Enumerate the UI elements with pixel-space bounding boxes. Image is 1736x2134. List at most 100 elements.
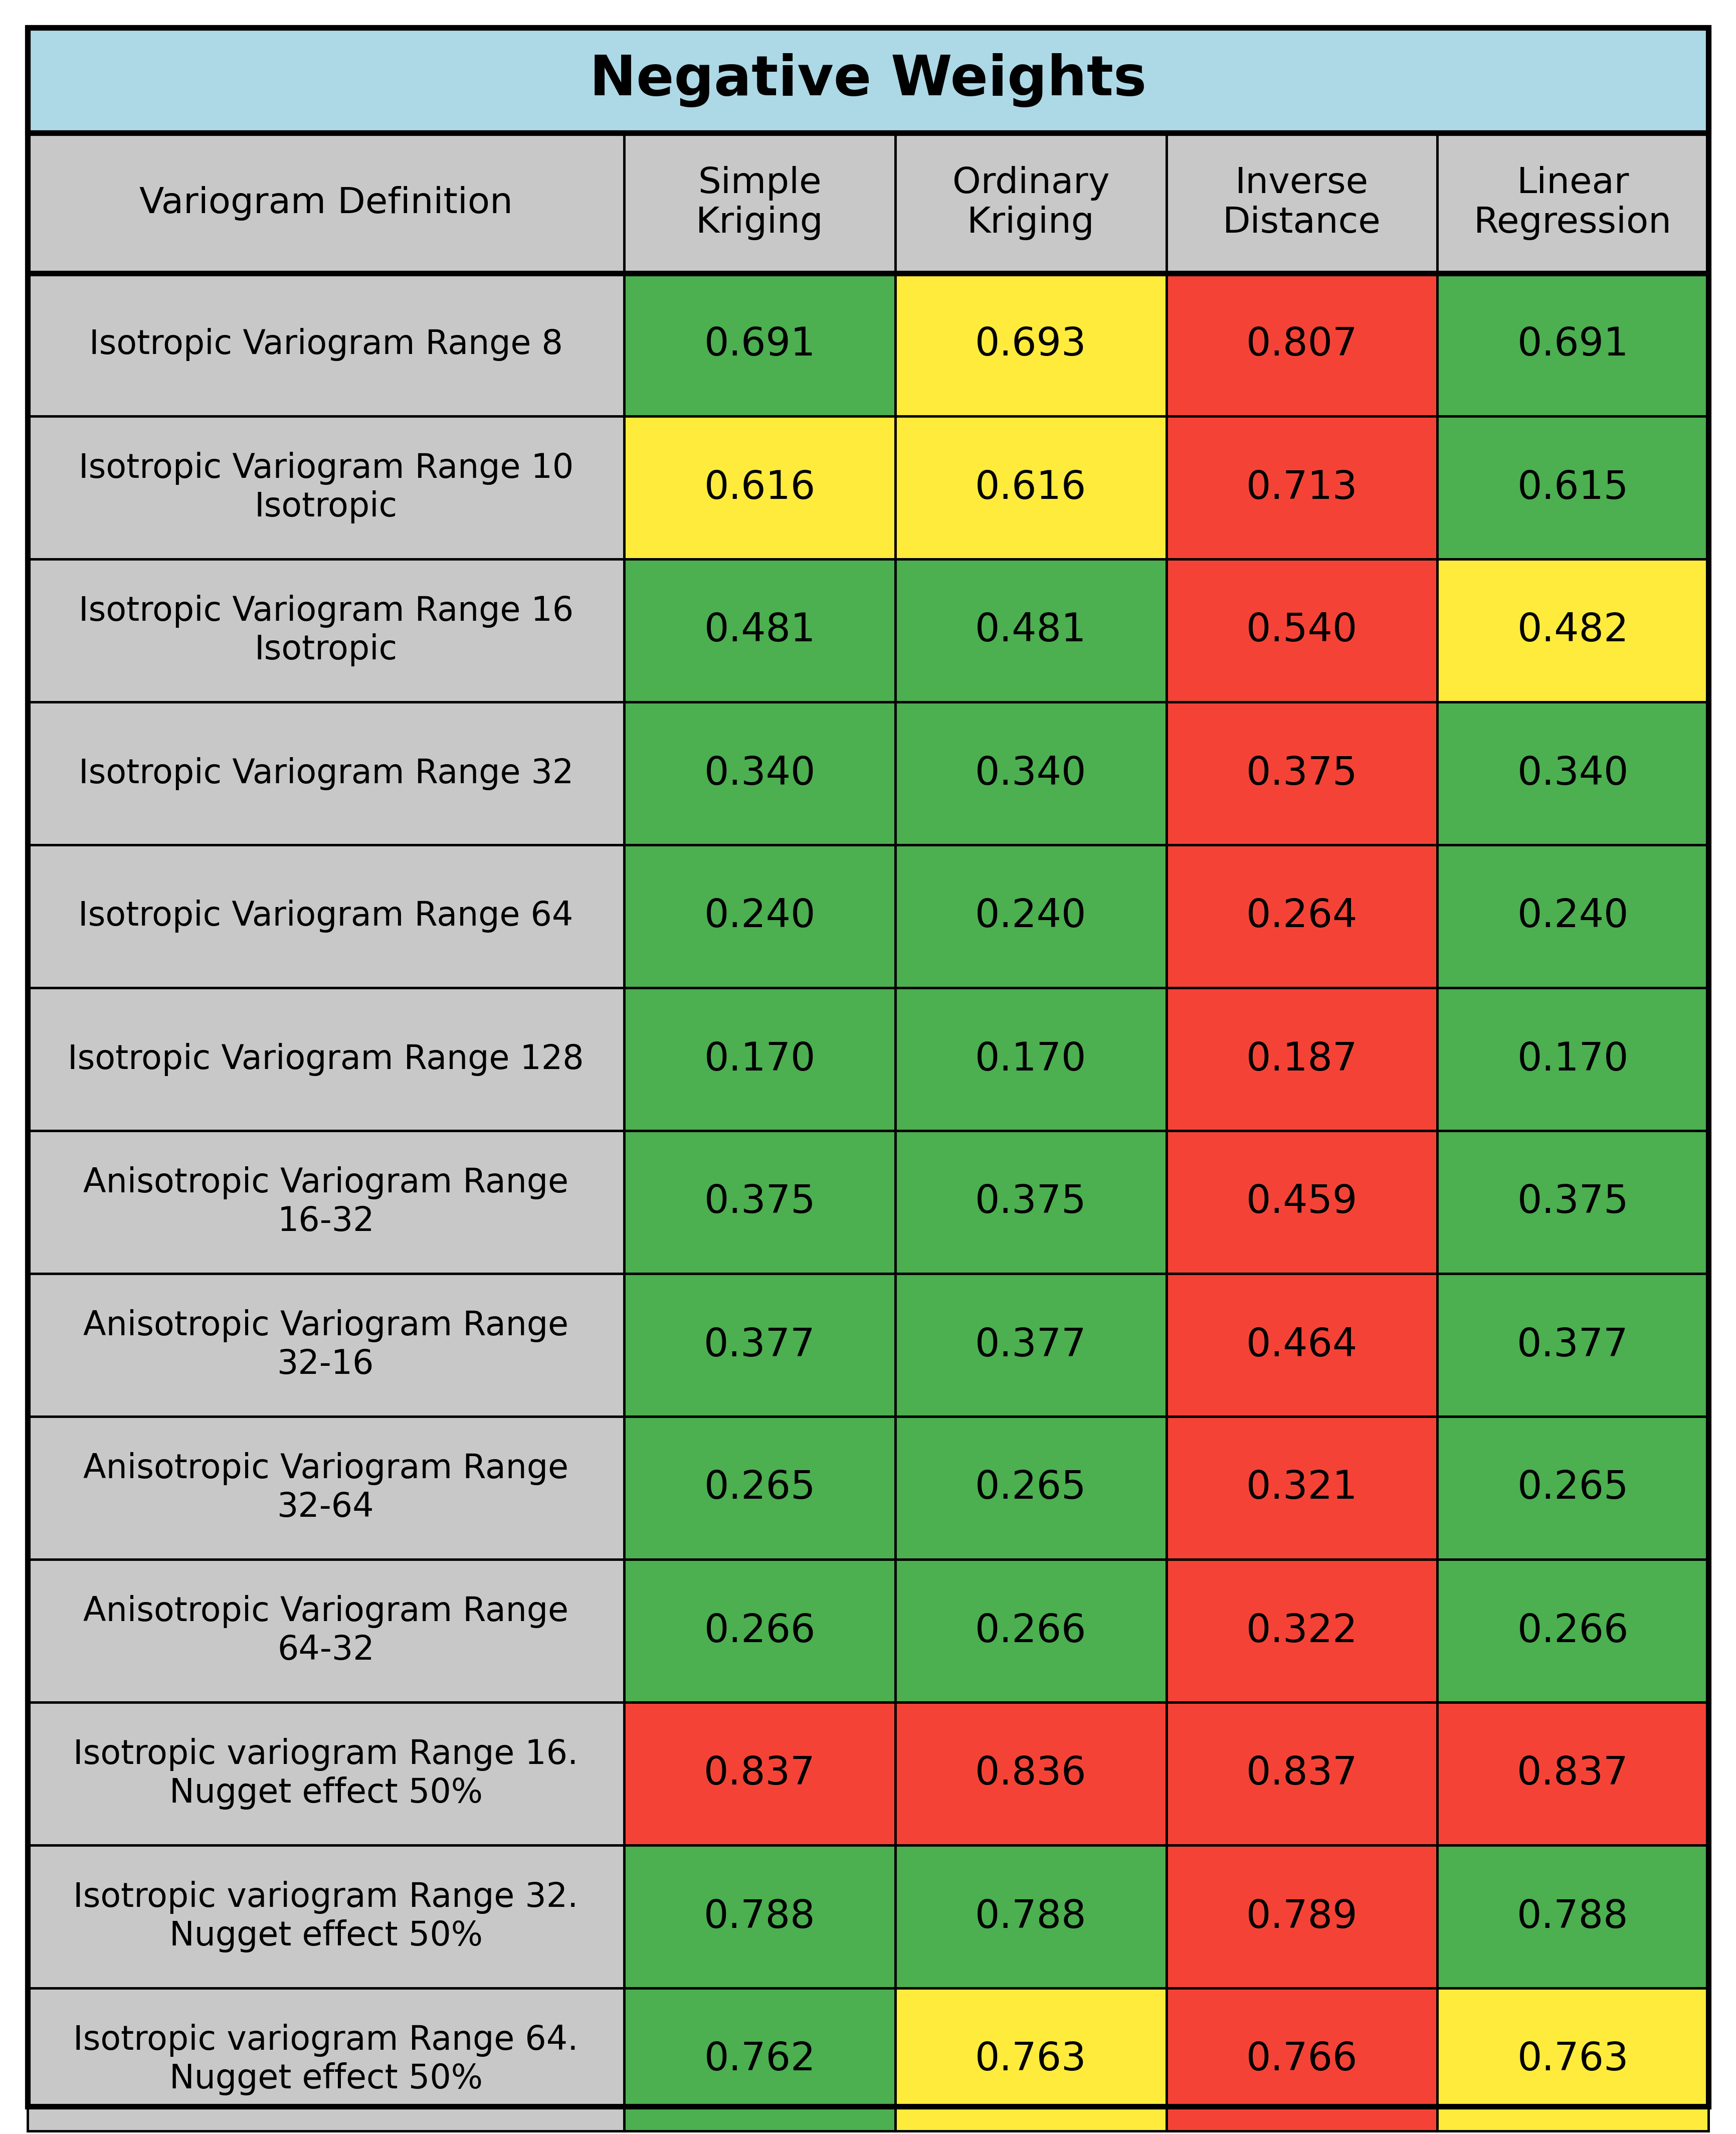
Text: 0.375: 0.375 <box>1246 755 1358 792</box>
Text: 0.713: 0.713 <box>1246 469 1358 506</box>
Bar <box>625 845 896 988</box>
Text: 0.170: 0.170 <box>705 1039 816 1078</box>
Bar <box>896 1703 1167 1846</box>
Text: 0.540: 0.540 <box>1246 612 1358 649</box>
Text: 0.265: 0.265 <box>705 1468 816 1507</box>
Text: Anisotropic Variogram Range
64-32: Anisotropic Variogram Range 64-32 <box>83 1594 569 1667</box>
Text: 0.170: 0.170 <box>976 1039 1087 1078</box>
Bar <box>1437 273 1708 416</box>
Bar <box>1167 132 1437 273</box>
Bar <box>28 1560 625 1703</box>
Bar <box>1437 1560 1708 1703</box>
Bar <box>896 702 1167 845</box>
Text: 0.170: 0.170 <box>1517 1039 1628 1078</box>
Text: 0.264: 0.264 <box>1246 896 1358 935</box>
Text: Anisotropic Variogram Range
32-64: Anisotropic Variogram Range 32-64 <box>83 1453 569 1524</box>
Bar <box>896 988 1167 1131</box>
Bar <box>625 1989 896 2132</box>
Bar <box>1167 702 1437 845</box>
Bar <box>896 1989 1167 2132</box>
Bar <box>625 1274 896 1417</box>
Bar <box>1437 845 1708 988</box>
Text: Isotropic variogram Range 32.
Nugget effect 50%: Isotropic variogram Range 32. Nugget eff… <box>73 1880 578 1953</box>
Text: 0.788: 0.788 <box>705 1897 816 1936</box>
Text: 0.340: 0.340 <box>705 755 816 792</box>
Text: 0.837: 0.837 <box>1246 1754 1358 1793</box>
Text: 0.836: 0.836 <box>976 1754 1087 1793</box>
Text: 0.340: 0.340 <box>976 755 1087 792</box>
Bar <box>896 132 1167 273</box>
Text: 0.266: 0.266 <box>705 1611 816 1650</box>
Bar <box>1437 559 1708 702</box>
Text: 0.691: 0.691 <box>705 327 816 363</box>
Text: 0.459: 0.459 <box>1246 1182 1358 1221</box>
Text: Isotropic variogram Range 64.
Nugget effect 50%: Isotropic variogram Range 64. Nugget eff… <box>73 2023 578 2096</box>
Text: 0.321: 0.321 <box>1246 1468 1358 1507</box>
Text: 0.265: 0.265 <box>976 1468 1087 1507</box>
Text: 0.377: 0.377 <box>1517 1325 1628 1364</box>
Text: Isotropic Variogram Range 16
Isotropic: Isotropic Variogram Range 16 Isotropic <box>78 595 573 666</box>
Text: 0.837: 0.837 <box>1517 1754 1628 1793</box>
Bar <box>1167 273 1437 416</box>
Text: 0.693: 0.693 <box>976 327 1087 363</box>
Text: 0.763: 0.763 <box>976 2040 1087 2079</box>
Text: 0.187: 0.187 <box>1246 1039 1358 1078</box>
Text: 0.482: 0.482 <box>1517 612 1628 649</box>
Text: Isotropic Variogram Range 32: Isotropic Variogram Range 32 <box>78 758 573 790</box>
Text: 0.377: 0.377 <box>976 1325 1087 1364</box>
Bar <box>1167 1274 1437 1417</box>
Bar <box>28 132 625 273</box>
Text: 0.766: 0.766 <box>1246 2040 1358 2079</box>
Bar <box>28 1703 625 1846</box>
Text: 0.375: 0.375 <box>705 1182 816 1221</box>
Bar <box>896 1274 1167 1417</box>
Text: 0.615: 0.615 <box>1517 469 1628 506</box>
Bar <box>28 845 625 988</box>
Text: 0.375: 0.375 <box>976 1182 1087 1221</box>
Bar <box>625 1417 896 1560</box>
Bar <box>1167 416 1437 559</box>
Bar <box>625 559 896 702</box>
Bar <box>1437 1274 1708 1417</box>
Text: 0.322: 0.322 <box>1246 1611 1358 1650</box>
Bar <box>625 273 896 416</box>
Bar <box>625 1131 896 1274</box>
Bar <box>896 1131 1167 1274</box>
Bar <box>1167 1131 1437 1274</box>
Bar <box>28 559 625 702</box>
Bar <box>625 988 896 1131</box>
Bar <box>896 273 1167 416</box>
Bar <box>625 132 896 273</box>
Bar <box>28 1274 625 1417</box>
Bar <box>625 1703 896 1846</box>
Text: 0.240: 0.240 <box>976 896 1087 935</box>
Bar <box>1167 1989 1437 2132</box>
Text: 0.464: 0.464 <box>1246 1325 1358 1364</box>
Bar <box>625 702 896 845</box>
Text: Inverse
Distance: Inverse Distance <box>1222 166 1382 241</box>
Bar <box>28 1131 625 1274</box>
Bar <box>1167 845 1437 988</box>
Bar <box>28 1846 625 1989</box>
Text: 0.763: 0.763 <box>1517 2040 1628 2079</box>
Text: Ordinary
Kriging: Ordinary Kriging <box>953 166 1109 241</box>
Text: 0.240: 0.240 <box>1517 896 1628 935</box>
Text: Anisotropic Variogram Range
16-32: Anisotropic Variogram Range 16-32 <box>83 1167 569 1238</box>
Bar <box>1437 1703 1708 1846</box>
Bar <box>1167 559 1437 702</box>
Text: 0.807: 0.807 <box>1246 327 1358 363</box>
Text: 0.789: 0.789 <box>1246 1897 1358 1936</box>
Text: Linear
Regression: Linear Regression <box>1474 166 1672 241</box>
Text: 0.691: 0.691 <box>1517 327 1628 363</box>
Text: 0.265: 0.265 <box>1517 1468 1628 1507</box>
Bar <box>1437 1131 1708 1274</box>
Bar <box>625 416 896 559</box>
Text: 0.375: 0.375 <box>1517 1182 1628 1221</box>
Bar <box>1437 988 1708 1131</box>
Text: Isotropic Variogram Range 64: Isotropic Variogram Range 64 <box>78 901 573 933</box>
Bar <box>1167 1417 1437 1560</box>
Bar <box>896 559 1167 702</box>
Text: 0.481: 0.481 <box>976 612 1087 649</box>
Bar <box>1167 1846 1437 1989</box>
Bar <box>1437 132 1708 273</box>
